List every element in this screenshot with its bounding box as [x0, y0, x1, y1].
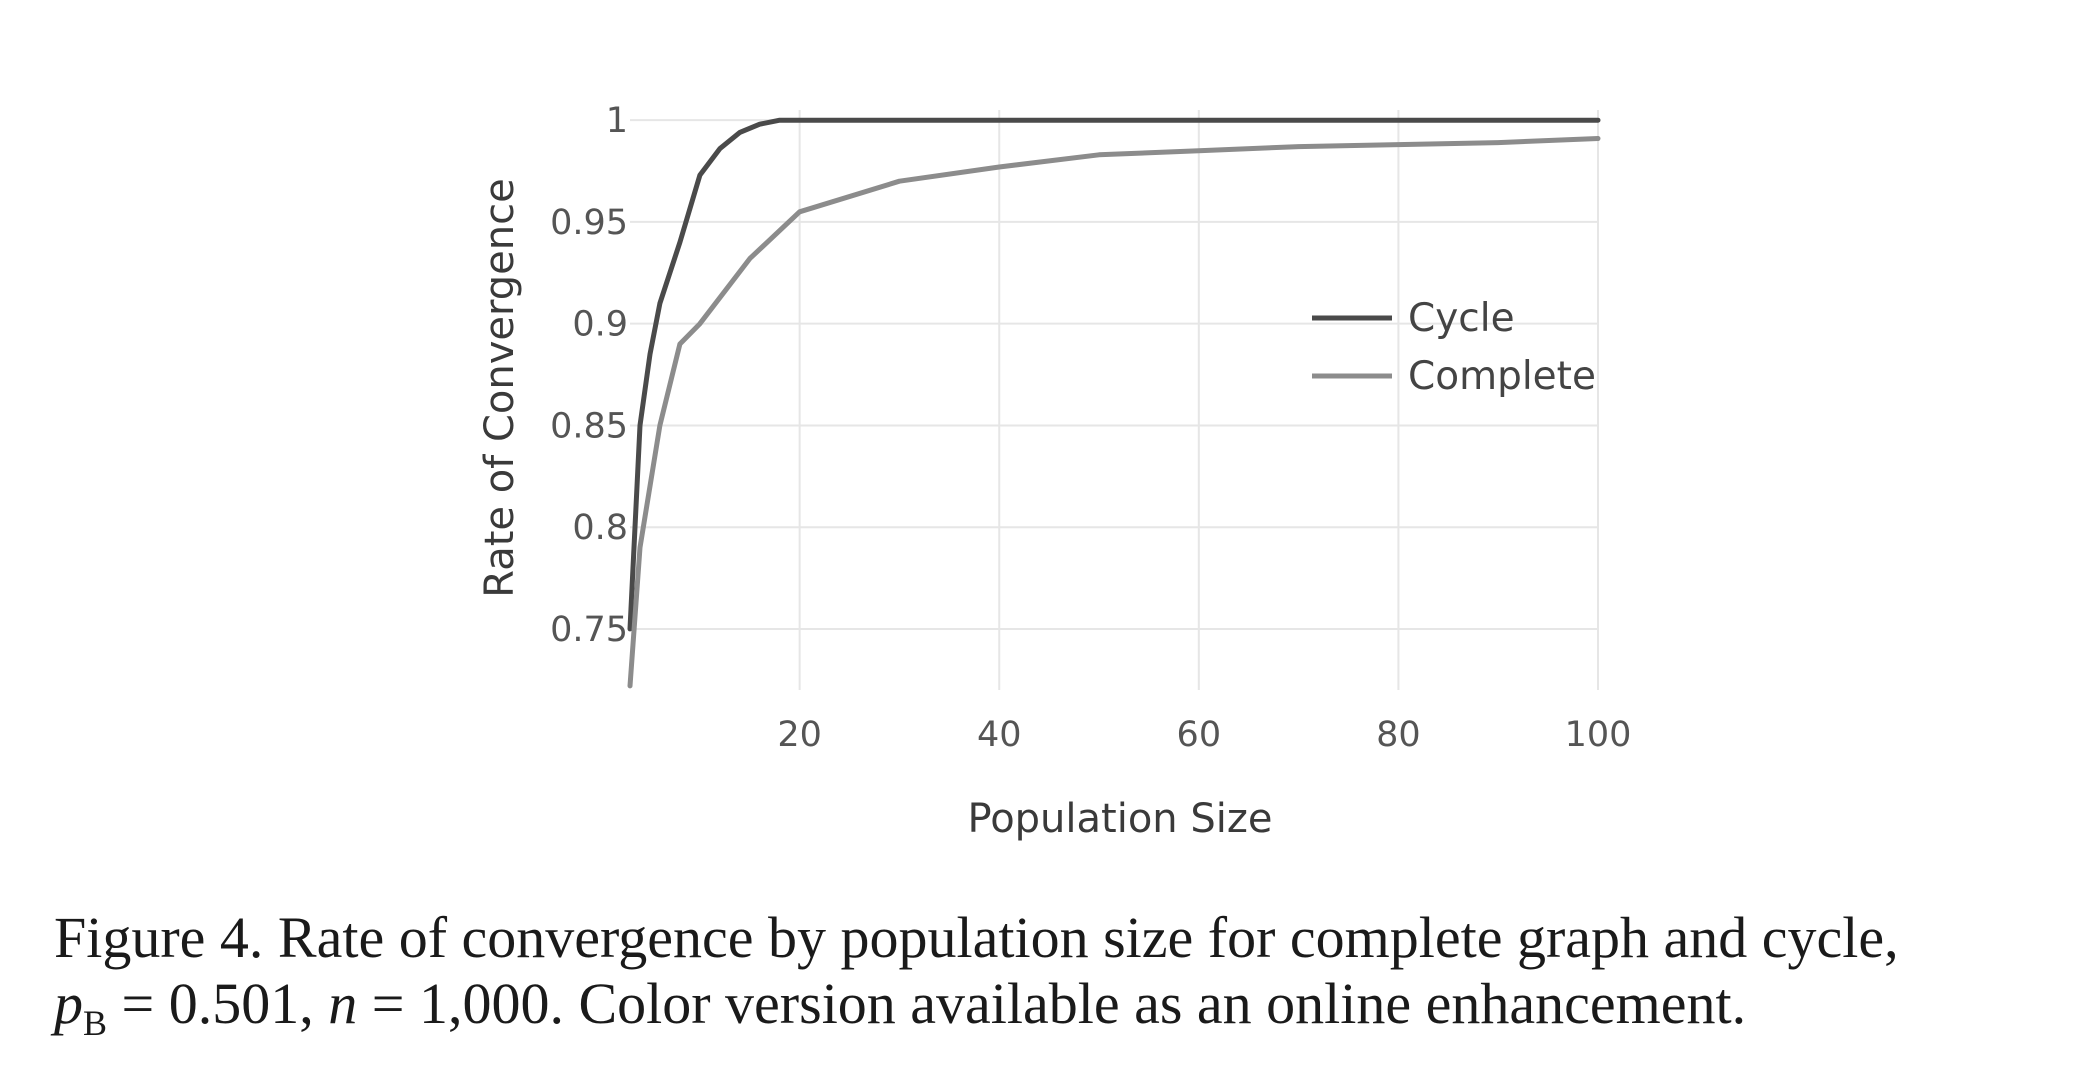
series-line-complete — [627, 136, 1601, 689]
y-axis-ticks: 0.75 0.8 0.85 0.9 0.95 1 — [550, 101, 628, 650]
x-tick-label: 80 — [1376, 715, 1421, 755]
series-line-cycle — [627, 117, 1601, 632]
legend: Cycle Complete — [1312, 296, 1596, 399]
x-tick-label: 100 — [1565, 715, 1632, 755]
gridlines — [630, 110, 1599, 690]
x-tick-label: 40 — [977, 715, 1022, 755]
caption-line-2: pB = 0.501, n = 1,000. Color version ava… — [54, 971, 2074, 1041]
y-axis-title: Rate of Convergence — [477, 178, 523, 597]
caption-n-symbol: n — [328, 971, 358, 1036]
y-tick-label: 0.85 — [550, 406, 628, 446]
caption-line-1: Figure 4. Rate of convergence by populat… — [54, 905, 1899, 970]
x-tick-label: 60 — [1177, 715, 1222, 755]
y-tick-label: 0.9 — [572, 305, 628, 345]
y-tick-label: 0.95 — [550, 203, 628, 243]
caption-p-symbol: p — [54, 971, 83, 1036]
chart: 0.75 0.8 0.85 0.9 0.95 1 20 40 60 80 100 Populati… — [477, 101, 1631, 842]
series-layer — [627, 117, 1601, 689]
x-axis-title: Population Size — [968, 796, 1273, 842]
legend-label-complete: Complete — [1408, 354, 1596, 399]
caption-line-2-mid: = 0.501, — [107, 971, 329, 1036]
y-tick-label: 0.75 — [550, 610, 628, 650]
figure-caption: Figure 4. Rate of convergence by populat… — [54, 905, 2074, 1041]
y-tick-label: 0.8 — [572, 508, 628, 548]
y-tick-label: 1 — [606, 101, 628, 141]
caption-p-subscript: B — [83, 1003, 108, 1043]
x-tick-label: 20 — [777, 715, 822, 755]
caption-line-2-end: = 1,000. Color version available as an o… — [357, 971, 1747, 1036]
x-axis-ticks: 20 40 60 80 100 — [777, 715, 1631, 755]
legend-label-cycle: Cycle — [1408, 296, 1515, 341]
